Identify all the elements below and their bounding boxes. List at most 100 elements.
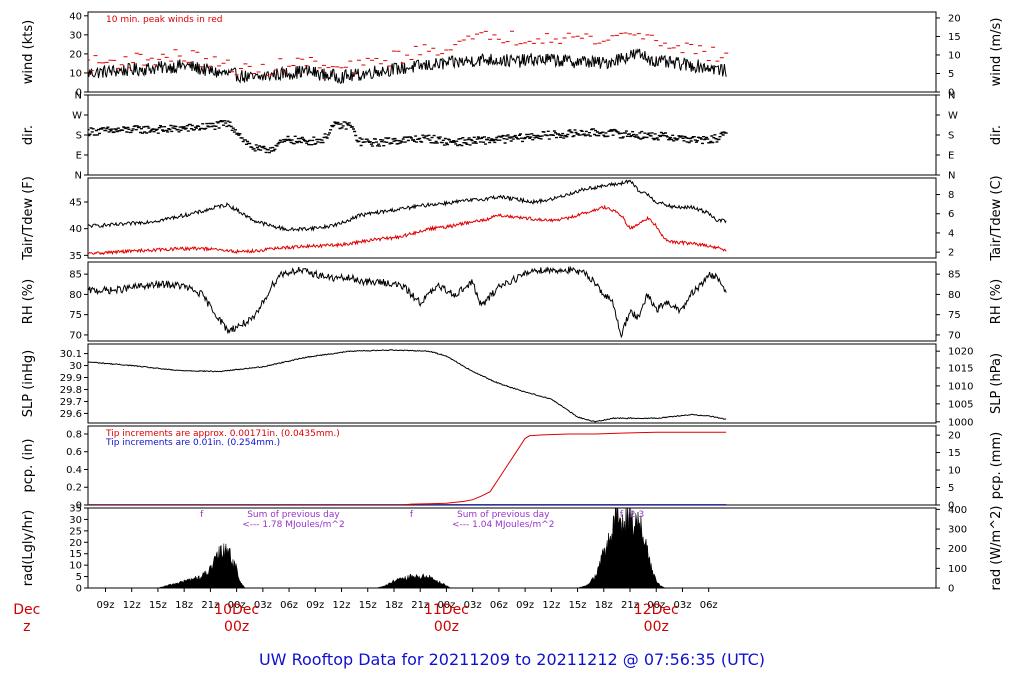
y2-tick-label: N xyxy=(948,171,955,182)
y2-tick-label: 85 xyxy=(948,270,961,281)
series-radiation-area xyxy=(157,508,666,588)
y-tick-label: 40 xyxy=(69,11,82,22)
y2-axis-label: SLP (hPa) xyxy=(989,353,1004,414)
day-label-time: 00z xyxy=(224,619,249,635)
y2-axis-label: RH (%) xyxy=(989,279,1004,324)
y-tick-label: N xyxy=(75,171,82,182)
x-tick-label: 18z xyxy=(385,600,403,611)
panel-frame xyxy=(87,177,937,259)
day-label-time: 00z xyxy=(434,619,459,635)
x-tick-label: 15z xyxy=(359,600,377,611)
y-tick-label: 80 xyxy=(69,290,82,301)
series-line-tdew xyxy=(88,204,727,256)
plot-area xyxy=(88,349,727,423)
x-tick-label: 00z xyxy=(228,600,246,611)
series-line-tair xyxy=(88,179,727,232)
y-tick-label: 0.6 xyxy=(66,447,82,458)
y-tick-label: 75 xyxy=(69,310,82,321)
y2-tick-label: 5 xyxy=(948,483,954,494)
y2-axis-label: dir. xyxy=(989,125,1004,145)
x-tick-label: 18z xyxy=(175,600,193,611)
y2-tick-label: 0 xyxy=(948,88,954,99)
panel-annotation: 3 xyxy=(639,510,645,520)
y2-tick-label: 0 xyxy=(948,501,954,512)
panel-pcp: 0 0.2 0.4 0.6 0.8 0 5 10 15 20 pcp. (in) pcp. (mm) T… xyxy=(21,425,1004,512)
y2-tick-label: 5 xyxy=(948,69,954,80)
panel-note: 10 min. peak winds in red xyxy=(106,15,223,25)
x-tick-label: 03z xyxy=(464,600,482,611)
y2-tick-label: 75 xyxy=(948,310,961,321)
x-tick-label: 12z xyxy=(123,600,141,611)
x-tick-label: 21z xyxy=(411,600,429,611)
y-tick-label: 40 xyxy=(69,224,82,235)
y-tick-label: E xyxy=(76,151,82,162)
x-tick-label: 21z xyxy=(201,600,219,611)
y2-axis-label: rad (W/m^2) xyxy=(989,506,1004,591)
y-tick-label: 0 xyxy=(76,501,82,512)
y-axis-label: RH (%) xyxy=(21,279,36,324)
y2-tick-label: 20 xyxy=(948,431,961,442)
y-tick-label: 0.8 xyxy=(66,429,82,440)
y-tick-label: 85 xyxy=(69,270,82,281)
x-tick-label: 15z xyxy=(569,600,587,611)
y2-tick-label: 8 xyxy=(948,190,954,201)
y2-tick-label: 10 xyxy=(948,466,961,477)
plot-area xyxy=(88,30,729,85)
y2-axis-label: pcp. (mm) xyxy=(989,432,1004,499)
x-tick-label: 06z xyxy=(700,600,718,611)
y-tick-label: W xyxy=(72,111,82,122)
series-line-rh xyxy=(88,265,727,339)
y2-tick-label: 200 xyxy=(948,544,967,555)
day-label-date: 10Dec xyxy=(214,602,259,618)
y2-tick-label: S xyxy=(948,131,954,142)
series-line-wind-speed xyxy=(88,48,727,85)
y-tick-label: 29.7 xyxy=(60,397,82,408)
panel-annotation: 2 xyxy=(630,510,636,520)
x-tick-label: 06z xyxy=(490,600,508,611)
y-tick-label: 70 xyxy=(69,330,82,341)
y2-tick-label: 0 xyxy=(948,584,954,595)
y-tick-label: 29.9 xyxy=(60,373,82,384)
plot-area xyxy=(88,265,727,339)
x-tick-label: 09z xyxy=(306,600,324,611)
y-axis-label: SLP (inHg) xyxy=(21,350,36,418)
y2-tick-label: 1015 xyxy=(948,363,973,374)
series-line-slp xyxy=(88,349,727,423)
x-axis: 09z 12z 15z 18z 21z 00z 03z 06z 09z 12z 15z 18z 21z 0… xyxy=(13,588,718,635)
panel-annotation: f xyxy=(410,510,414,520)
day-label-date: 11Dec xyxy=(424,602,469,618)
x-tick-label: 09z xyxy=(516,600,534,611)
y2-tick-label: 1005 xyxy=(948,399,973,410)
y-axis-label: rad(Lgly/hr) xyxy=(21,510,36,586)
panel-frame xyxy=(87,343,937,424)
y-tick-label: 0.2 xyxy=(66,483,82,494)
y-tick-label: 35 xyxy=(69,251,82,262)
y-tick-label: 20 xyxy=(69,538,82,549)
y2-tick-label: 2 xyxy=(948,248,954,259)
y-tick-label: 30 xyxy=(69,30,82,41)
y2-tick-label: E xyxy=(948,151,954,162)
x-tick-label: 00z xyxy=(647,600,665,611)
x-tick-label: 00z xyxy=(437,600,455,611)
y2-tick-label: 20 xyxy=(948,13,961,24)
y-tick-label: 29.8 xyxy=(60,385,82,396)
panel-note: Tip increments are 0.01in. (0.254mm.) xyxy=(105,438,280,448)
y2-tick-label: 6 xyxy=(948,209,954,220)
x-tick-label: 09z xyxy=(96,600,114,611)
y-tick-label: 0 xyxy=(76,88,82,99)
y2-axis-label: wind (m/s) xyxy=(989,18,1004,87)
plot-area xyxy=(88,431,727,505)
panel-rh: 70 75 80 85 70 75 80 85 RH (%) RH (%) xyxy=(21,261,1004,342)
y2-tick-label: 4 xyxy=(948,228,954,239)
chart-title: UW Rooftop Data for 20211209 to 20211212… xyxy=(259,650,765,669)
plot-area xyxy=(88,179,727,256)
y2-tick-label: 1010 xyxy=(948,381,973,392)
y2-tick-label: 70 xyxy=(948,330,961,341)
y-tick-label: 30.1 xyxy=(60,349,82,360)
y2-tick-label: 1000 xyxy=(948,417,973,428)
panel-frame xyxy=(87,261,937,342)
